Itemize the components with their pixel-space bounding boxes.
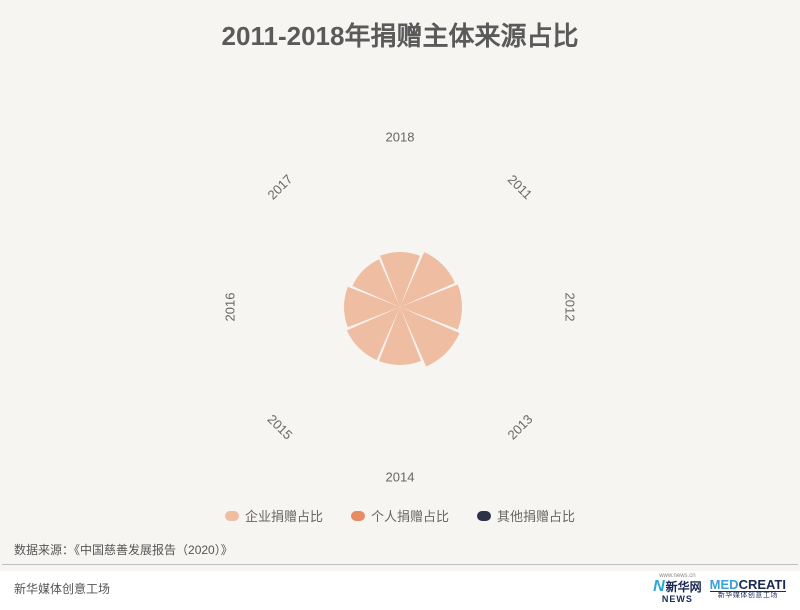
source-prefix: 数据来源： xyxy=(14,543,74,557)
chart-title: 2011-2018年捐赠主体来源占比 xyxy=(0,0,800,57)
source-text: 《中国慈善发展报告（2020）》 xyxy=(74,543,233,557)
logo-xinhuanet: www.news.cn N 新华网 NEWS xyxy=(653,573,702,604)
footer-logos: www.news.cn N 新华网 NEWS MEDCREATI 新华媒体创意工… xyxy=(653,573,786,604)
logo-medcreati: MEDCREATI 新华媒体创意工场 xyxy=(710,578,786,599)
source-line: 数据来源：《中国慈善发展报告（2020）》 xyxy=(0,535,800,564)
legend-swatch xyxy=(477,511,491,521)
legend-swatch xyxy=(225,511,239,521)
axis-label: 2016 xyxy=(223,293,238,322)
axis-label: 2014 xyxy=(386,470,415,485)
legend-item: 个人捐赠占比 xyxy=(351,506,449,525)
legend-item: 企业捐赠占比 xyxy=(225,506,323,525)
legend-label: 个人捐赠占比 xyxy=(371,506,449,525)
axis-label: 2018 xyxy=(386,130,415,145)
legend-swatch xyxy=(351,511,365,521)
legend: 企业捐赠占比 个人捐赠占比 其他捐赠占比 xyxy=(0,502,800,535)
legend-label: 其他捐赠占比 xyxy=(497,506,575,525)
chart-container: 2011-2018年捐赠主体来源占比 201120122013201420152… xyxy=(0,0,800,571)
footer: 新华媒体创意工场 www.news.cn N 新华网 NEWS MEDCREAT… xyxy=(0,565,800,610)
footer-credit: 新华媒体创意工场 xyxy=(14,580,110,597)
axis-label: 2012 xyxy=(563,293,578,322)
chart-area: 20112012201320142015201620172018 xyxy=(0,57,800,502)
legend-item: 其他捐赠占比 xyxy=(477,506,575,525)
legend-label: 企业捐赠占比 xyxy=(245,506,323,525)
polar-chart-svg xyxy=(0,57,800,497)
